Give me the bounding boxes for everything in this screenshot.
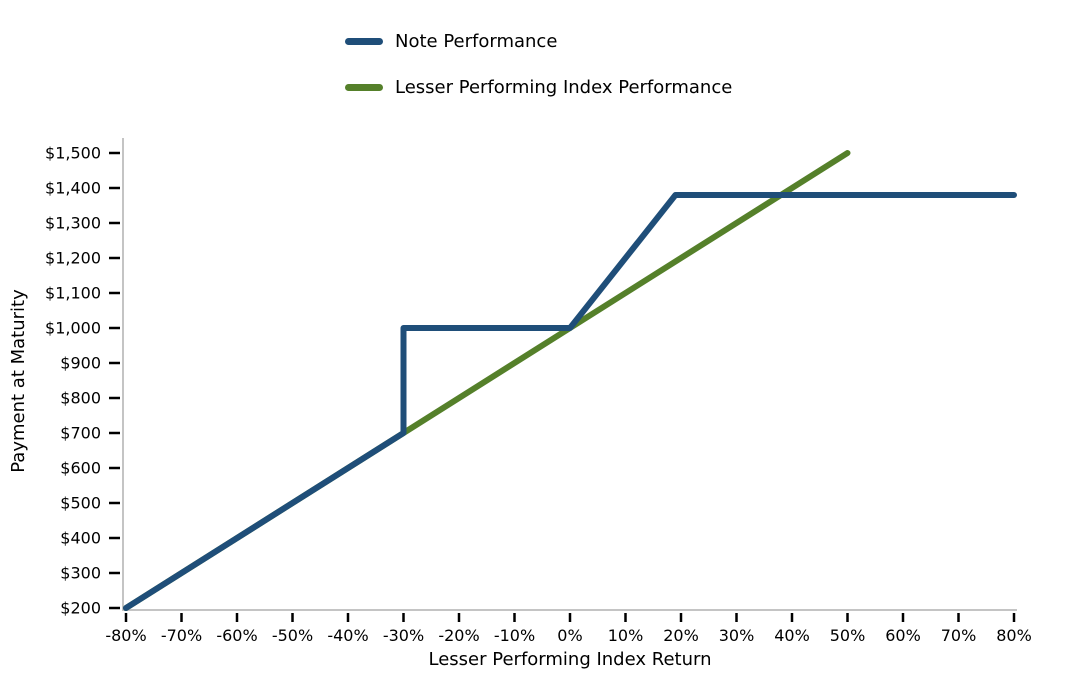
x-tick-label: 40% [774, 626, 810, 645]
x-tick-label: 20% [663, 626, 699, 645]
x-tick-label: -30% [383, 626, 424, 645]
x-tick-label: -20% [438, 626, 479, 645]
y-tick-label: $400 [60, 529, 101, 548]
x-tick-label: 60% [885, 626, 921, 645]
legend: Note Performance Lesser Performing Index … [345, 27, 732, 101]
y-tick-label: $300 [60, 564, 101, 583]
legend-item: Lesser Performing Index Performance [345, 73, 732, 101]
x-tick-label: 50% [830, 626, 866, 645]
x-tick-label: 10% [608, 626, 644, 645]
x-tick-label: -80% [105, 626, 146, 645]
y-tick-label: $1,100 [45, 284, 101, 303]
x-tick-label: -70% [161, 626, 202, 645]
x-tick-label: -10% [494, 626, 535, 645]
series-line-note-performance [123, 192, 1017, 611]
x-axis-title: Lesser Performing Index Return [429, 649, 712, 670]
legend-swatch-icon [345, 83, 383, 91]
y-tick-label: $1,500 [45, 144, 101, 163]
x-tick-label: -50% [272, 626, 313, 645]
x-tick-label: 30% [719, 626, 755, 645]
y-tick-label: $500 [60, 494, 101, 513]
y-tick-label: $1,200 [45, 249, 101, 268]
legend-item: Note Performance [345, 27, 732, 55]
y-axis-title: Payment at Maturity [8, 289, 29, 473]
y-tick-label: $900 [60, 354, 101, 373]
y-tick-label: $600 [60, 459, 101, 478]
y-tick-label: $200 [60, 599, 101, 618]
x-tick-label: 0% [557, 626, 582, 645]
x-tick-label: -40% [327, 626, 368, 645]
legend-label: Note Performance [395, 30, 558, 52]
y-tick-label: $1,000 [45, 319, 101, 338]
x-tick-label: 70% [941, 626, 977, 645]
legend-label: Lesser Performing Index Performance [395, 76, 733, 98]
legend-swatch-icon [345, 37, 383, 45]
y-tick-label: $1,300 [45, 214, 101, 233]
x-tick-label: -60% [216, 626, 257, 645]
x-tick-label: 80% [996, 626, 1032, 645]
y-tick-label: $700 [60, 424, 101, 443]
y-tick-label: $1,400 [45, 179, 101, 198]
y-tick-label: $800 [60, 389, 101, 408]
